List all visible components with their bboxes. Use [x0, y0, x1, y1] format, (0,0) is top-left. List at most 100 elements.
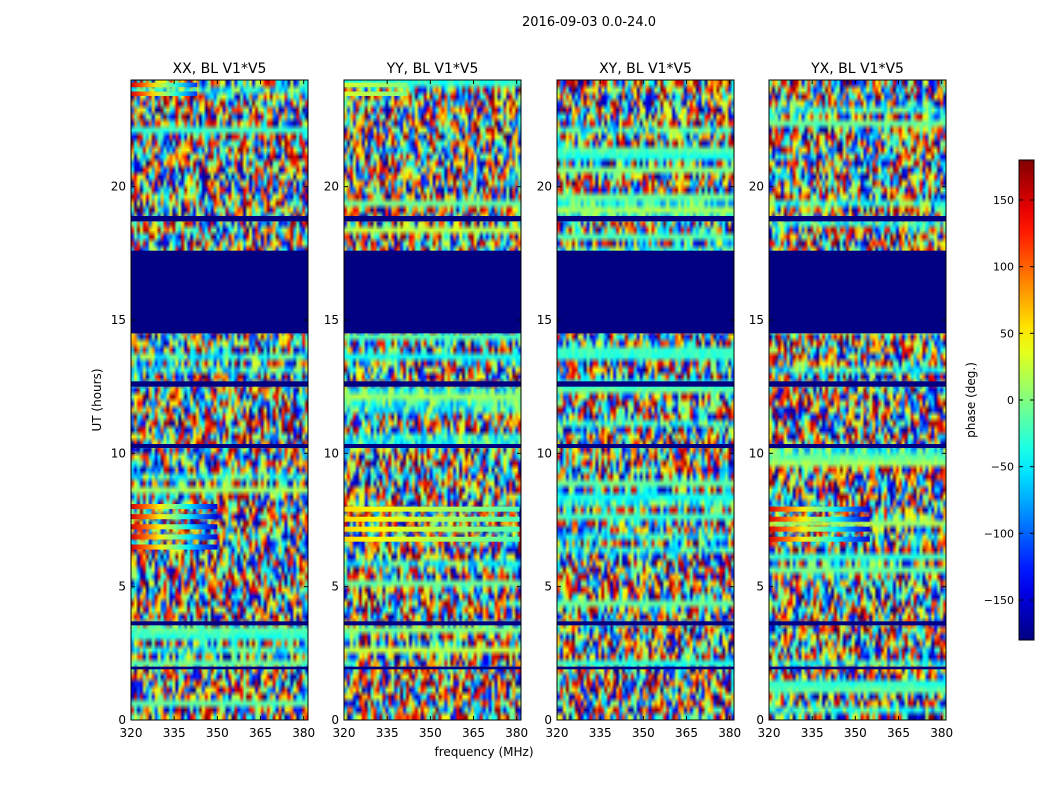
coherent-phase-band: [344, 506, 520, 512]
coherent-phase-band: [131, 514, 218, 520]
colorbar-tick-label: −150: [984, 594, 1014, 607]
panel-2: YY, BL V1*V5 320 335 350 365 380 0 5 10 15 20: [324, 61, 528, 740]
y-tick-label: 10: [749, 446, 764, 460]
panel-title: XX, BL V1*V5: [173, 61, 267, 77]
panel-title: YX, BL V1*V5: [810, 61, 904, 77]
panels: XX, BL V1*V5 320 335 350 365 380 0 5 10 15 20 YY, B…: [111, 61, 953, 740]
y-tick-label: 5: [756, 580, 764, 594]
x-tick-label: 380: [292, 726, 315, 740]
colorbar-label: phase (deg.): [964, 362, 978, 438]
y-axis-label: UT (hours): [90, 368, 104, 431]
y-tick-label: 10: [537, 446, 552, 460]
panel-frame: [556, 79, 735, 721]
x-tick-label: 335: [589, 726, 612, 740]
colorbar-tick-label: 150: [993, 194, 1014, 207]
coherent-phase-band: [131, 82, 198, 88]
coherent-phase-band: [131, 534, 218, 540]
x-tick-label: 365: [887, 726, 910, 740]
y-tick-label: 5: [544, 580, 552, 594]
coherent-phase-band: [769, 516, 870, 522]
y-tick-label: 20: [324, 180, 339, 194]
flagged-band: [769, 216, 946, 222]
panel-title: XY, BL V1*V5: [599, 61, 692, 77]
flagged-band: [131, 621, 308, 626]
flagged-band: [769, 444, 946, 448]
panel-frame: [343, 79, 522, 721]
x-tick-label: 350: [206, 726, 229, 740]
colorbar-tick-label: −50: [991, 461, 1014, 474]
flagged-band: [557, 381, 734, 387]
coherent-phase-band: [344, 536, 520, 542]
panel-1: XX, BL V1*V5 320 335 350 365 380 0 5 10 15 20: [111, 61, 315, 740]
flagged-band: [344, 666, 521, 670]
coherent-phase-band: [769, 536, 870, 542]
coherent-phase-band: [769, 526, 870, 532]
flagged-band: [557, 666, 734, 670]
x-tick-label: 320: [546, 726, 569, 740]
x-tick-label: 320: [758, 726, 781, 740]
colorbar-tick-label: −100: [984, 527, 1014, 540]
coherent-phase-band: [131, 544, 218, 550]
x-tick-label: 350: [632, 726, 655, 740]
coherent-phase-band: [131, 91, 198, 96]
coherent-phase-band: [131, 504, 218, 510]
flagged-band: [344, 381, 521, 387]
y-tick-label: 0: [544, 713, 552, 727]
y-tick-label: 0: [118, 713, 126, 727]
y-tick-label: 15: [537, 313, 552, 327]
x-axis-label: frequency (MHz): [434, 745, 533, 759]
x-tick-label: 335: [376, 726, 399, 740]
y-tick-label: 15: [324, 313, 339, 327]
heatmap-raster: [131, 80, 308, 720]
panel-3: XY, BL V1*V5 320 335 350 365 380 0 5 10 15 20: [537, 61, 741, 740]
y-tick-label: 15: [749, 313, 764, 327]
flagged-band: [131, 216, 308, 222]
coherent-phase-band: [131, 524, 218, 530]
x-tick-label: 380: [930, 726, 953, 740]
panel-frame: [130, 79, 309, 721]
coherent-phase-band: [344, 91, 408, 96]
colorbar-tick-label: 50: [1000, 327, 1014, 340]
heatmap-raster: [557, 80, 734, 720]
flagged-band: [344, 621, 521, 626]
figure-title: 2016-09-03 0.0-24.0: [522, 15, 656, 30]
flagged-band: [769, 381, 946, 387]
coherent-phase-band: [344, 82, 408, 88]
y-tick-label: 20: [537, 180, 552, 194]
heatmap-raster: [769, 80, 946, 720]
colorbar-tick-label: 0: [1007, 394, 1014, 407]
flagged-band: [344, 216, 521, 222]
flagged-band: [131, 250, 308, 334]
x-tick-label: 380: [718, 726, 741, 740]
y-tick-label: 5: [331, 580, 339, 594]
x-tick-label: 335: [801, 726, 824, 740]
flagged-band: [557, 444, 734, 448]
x-tick-label: 365: [249, 726, 272, 740]
coherent-phase-band: [344, 516, 520, 522]
x-tick-label: 350: [844, 726, 867, 740]
y-tick-label: 20: [749, 180, 764, 194]
flagged-band: [769, 621, 946, 626]
flagged-band: [131, 666, 308, 670]
x-tick-label: 320: [333, 726, 356, 740]
flagged-band: [344, 250, 521, 334]
flagged-band: [131, 444, 308, 448]
y-tick-label: 10: [111, 446, 126, 460]
heatmap-raster: [344, 80, 521, 720]
y-tick-label: 10: [324, 446, 339, 460]
x-tick-label: 380: [505, 726, 528, 740]
y-tick-label: 5: [118, 580, 126, 594]
x-tick-label: 350: [419, 726, 442, 740]
flagged-band: [557, 621, 734, 626]
colorbar: phase (deg.) 150 100 50 0 −50 −100 −150: [964, 159, 1035, 641]
y-tick-label: 0: [756, 713, 764, 727]
coherent-phase-band: [769, 506, 870, 512]
panel-title: YY, BL V1*V5: [386, 61, 479, 77]
flagged-band: [557, 250, 734, 334]
y-tick-label: 20: [111, 180, 126, 194]
flagged-band: [769, 666, 946, 670]
flagged-band: [131, 381, 308, 387]
x-tick-label: 365: [462, 726, 485, 740]
x-tick-label: 365: [675, 726, 698, 740]
